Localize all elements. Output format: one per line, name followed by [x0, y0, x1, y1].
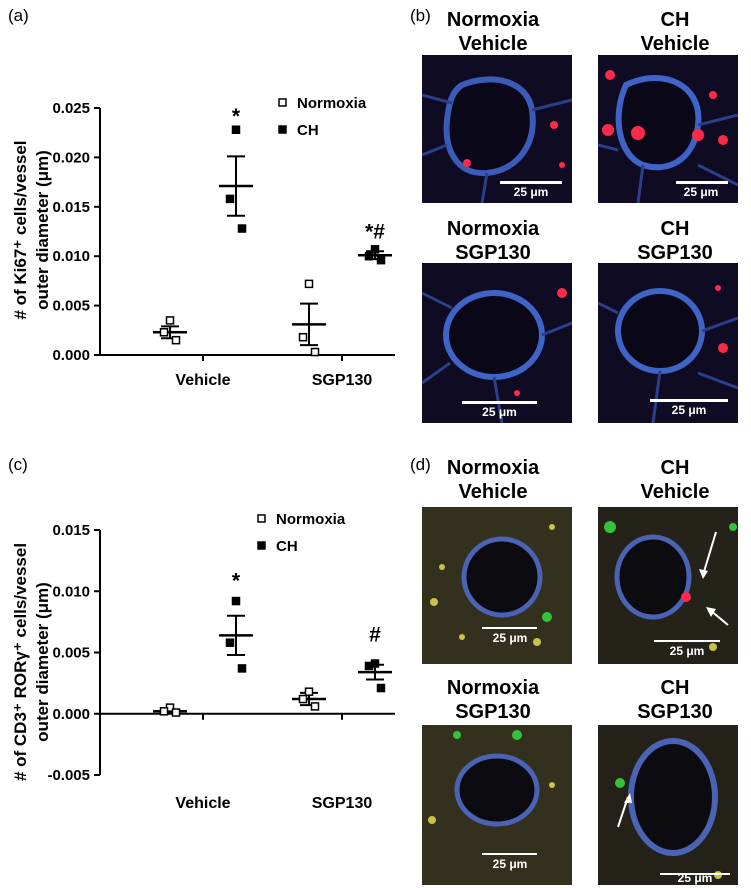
micrograph-title: CH SGP130: [637, 677, 713, 723]
y-tick-label: 0.000: [52, 706, 90, 723]
micrograph-normoxia-sgp130: 25 μm: [422, 725, 572, 885]
micrograph-title: CH SGP130: [637, 218, 713, 264]
legend-label: CH: [276, 538, 298, 555]
legend-label: Normoxia: [297, 95, 367, 112]
x-tick-label: SGP130: [312, 795, 373, 812]
y-axis-label-line2: outer diameter (μm): [33, 582, 52, 742]
legend-label: CH: [297, 122, 319, 139]
y-axis-label-line1: # of CD3⁺ RORγ⁺ cells/vessel: [11, 543, 30, 781]
y-tick-label: 0.020: [52, 149, 90, 166]
data-point: [364, 661, 374, 671]
micrograph-title: Normoxia SGP130: [446, 218, 540, 264]
y-axis-label-line2: outer diameter (μm): [33, 150, 52, 310]
micrograph-title: Normoxia Vehicle: [446, 457, 540, 503]
data-point: [298, 694, 308, 704]
legend-marker: [278, 98, 287, 107]
legend-marker: [278, 125, 287, 134]
chart-c-marks: -0.005 0.000 0.005 0.010 0.015 Vehicle SGP130 *…: [47, 511, 395, 812]
data-point: [231, 596, 241, 606]
micrograph-normoxia-vehicle: 25 μm: [422, 55, 572, 203]
y-tick-label: 0.015: [52, 522, 90, 539]
micrograph-title: Normoxia Vehicle: [446, 9, 540, 55]
x-tick-label: SGP130: [312, 372, 373, 389]
panel-label-c: (c): [8, 455, 28, 474]
data-point: [370, 245, 380, 254]
data-point: [159, 707, 169, 716]
data-point: [310, 702, 320, 711]
legend-label: Normoxia: [276, 511, 346, 528]
significance-marker: *#: [365, 220, 385, 243]
data-point: [159, 328, 169, 337]
y-tick-label: 0.005: [52, 298, 90, 315]
data-point: [231, 125, 241, 134]
micrograph-ch-vehicle: 25 μm: [598, 507, 738, 664]
micrograph-title: Normoxia SGP130: [446, 677, 540, 723]
y-tick-label: 0.000: [52, 347, 90, 364]
data-point: [376, 683, 386, 693]
significance-marker: *: [232, 105, 241, 128]
y-tick-label: 0.010: [52, 583, 90, 600]
micrograph-normoxia-vehicle: 25 μm: [422, 507, 572, 664]
data-point: [225, 194, 235, 204]
y-tick-label: -0.005: [47, 767, 90, 784]
data-point: [171, 335, 181, 345]
micrograph-ch-vehicle: 25 μm: [598, 55, 738, 203]
y-tick-label: 0.010: [52, 248, 90, 265]
chart-a-marks: 0.000 0.005 0.010 0.015 0.020 0.025 Vehicle SGP…: [52, 95, 395, 389]
panel-label-b: (b): [410, 6, 431, 25]
data-point: [165, 316, 175, 325]
micrograph-normoxia-sgp130: 25 μm: [422, 263, 572, 423]
data-point: [237, 664, 247, 673]
y-tick-label: 0.005: [52, 645, 90, 662]
legend-marker: [257, 514, 266, 523]
data-point: [364, 251, 374, 261]
significance-marker: #: [369, 623, 381, 646]
micrograph-title: CH Vehicle: [640, 457, 710, 503]
micrograph-ch-sgp130: 25 μm: [598, 263, 738, 423]
panel-label-d: (d): [410, 455, 431, 474]
y-tick-label: 0.015: [52, 199, 90, 216]
significance-marker: *: [232, 570, 241, 593]
micrograph-ch-sgp130: 25 μm: [598, 725, 738, 885]
data-point: [304, 279, 314, 289]
micrograph-title: CH Vehicle: [640, 9, 710, 55]
data-point: [298, 332, 308, 342]
data-point: [237, 224, 247, 233]
x-tick-label: Vehicle: [175, 372, 230, 389]
data-point: [376, 255, 386, 265]
legend-marker: [257, 541, 266, 550]
data-point: [171, 708, 181, 717]
data-point: [304, 687, 314, 696]
y-axis-label-line1: # of Ki67⁺ cells/vessel: [11, 140, 30, 319]
data-point: [310, 347, 320, 357]
data-point: [225, 638, 235, 647]
x-tick-label: Vehicle: [175, 795, 230, 812]
panel-label-a: (a): [8, 6, 29, 25]
y-tick-label: 0.025: [52, 100, 90, 117]
